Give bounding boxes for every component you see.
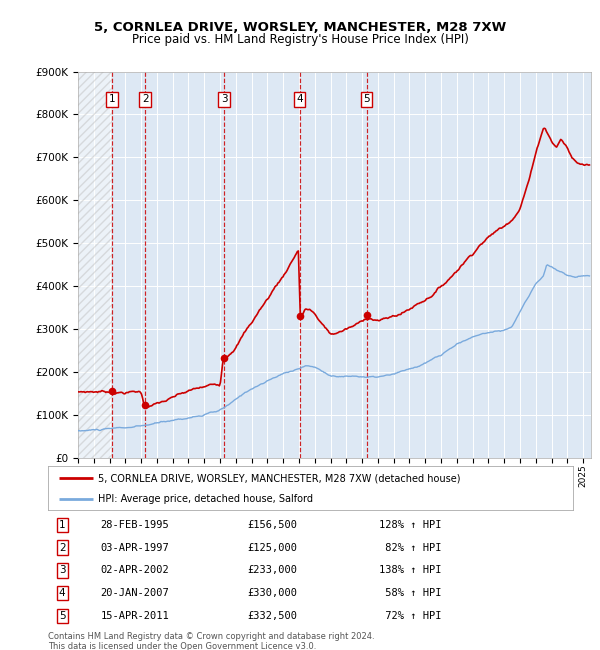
Text: 4: 4 — [296, 94, 303, 105]
Text: £156,500: £156,500 — [248, 520, 298, 530]
Text: 1: 1 — [109, 94, 115, 105]
Text: £330,000: £330,000 — [248, 588, 298, 598]
Text: 5, CORNLEA DRIVE, WORSLEY, MANCHESTER, M28 7XW (detached house): 5, CORNLEA DRIVE, WORSLEY, MANCHESTER, M… — [98, 473, 460, 484]
Text: 82% ↑ HPI: 82% ↑ HPI — [379, 543, 441, 552]
Text: 72% ↑ HPI: 72% ↑ HPI — [379, 611, 441, 621]
Text: Contains HM Land Registry data © Crown copyright and database right 2024.
This d: Contains HM Land Registry data © Crown c… — [48, 632, 374, 650]
Text: 5: 5 — [363, 94, 370, 105]
Text: 4: 4 — [59, 588, 65, 598]
Text: 03-APR-1997: 03-APR-1997 — [101, 543, 169, 552]
Text: 5: 5 — [59, 611, 65, 621]
Text: 128% ↑ HPI: 128% ↑ HPI — [379, 520, 441, 530]
Text: £332,500: £332,500 — [248, 611, 298, 621]
Text: 58% ↑ HPI: 58% ↑ HPI — [379, 588, 441, 598]
Text: 138% ↑ HPI: 138% ↑ HPI — [379, 566, 441, 575]
Text: Price paid vs. HM Land Registry's House Price Index (HPI): Price paid vs. HM Land Registry's House … — [131, 32, 469, 46]
Text: 3: 3 — [221, 94, 227, 105]
Text: 3: 3 — [59, 566, 65, 575]
Text: HPI: Average price, detached house, Salford: HPI: Average price, detached house, Salf… — [98, 494, 313, 504]
Text: 20-JAN-2007: 20-JAN-2007 — [101, 588, 169, 598]
Text: £233,000: £233,000 — [248, 566, 298, 575]
Text: £125,000: £125,000 — [248, 543, 298, 552]
Text: 15-APR-2011: 15-APR-2011 — [101, 611, 169, 621]
Text: 1: 1 — [59, 520, 65, 530]
Text: 02-APR-2002: 02-APR-2002 — [101, 566, 169, 575]
Bar — [78, 72, 112, 458]
Text: 5, CORNLEA DRIVE, WORSLEY, MANCHESTER, M28 7XW: 5, CORNLEA DRIVE, WORSLEY, MANCHESTER, M… — [94, 21, 506, 34]
Text: 2: 2 — [142, 94, 148, 105]
Text: 28-FEB-1995: 28-FEB-1995 — [101, 520, 169, 530]
Text: 2: 2 — [59, 543, 65, 552]
